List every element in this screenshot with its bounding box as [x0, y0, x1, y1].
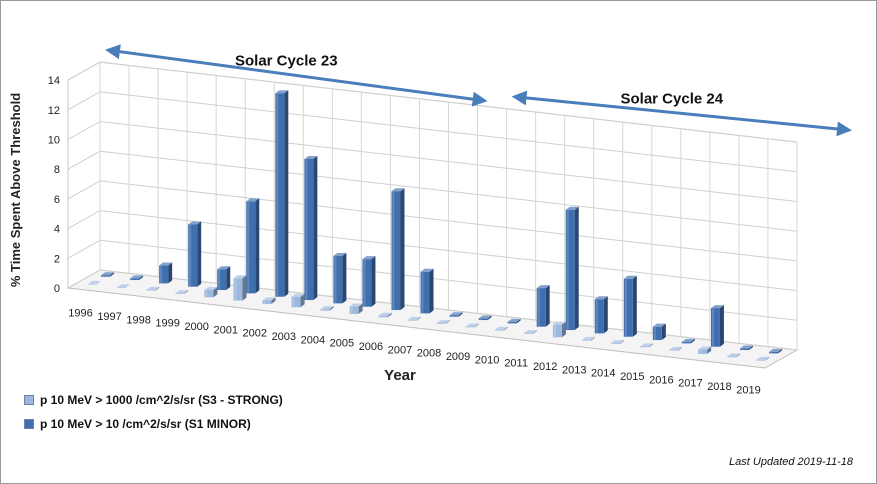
bar-s3-2017 [698, 346, 712, 354]
x-tick-label: 2017 [678, 378, 702, 390]
x-tick-label: 2005 [330, 338, 354, 350]
bar-s3-2007 [407, 316, 421, 321]
x-tick-label: 2003 [272, 331, 296, 343]
legend-swatch-s3 [24, 395, 34, 405]
legend-item-s3: p 10 MeV > 1000 /cm^2/s/sr (S3 - STRONG) [24, 388, 283, 412]
x-tick-label: 2010 [475, 354, 499, 366]
bar-s1-2002 [275, 90, 289, 297]
bar-s3-2019 [756, 356, 770, 361]
legend-item-s1: p 10 MeV > 10 /cm^2/s/sr (S1 MINOR) [24, 412, 283, 436]
y-tick-label: 2 [54, 253, 60, 265]
x-tick-label: 2006 [359, 341, 383, 353]
bar-s1-1998 [159, 262, 173, 284]
bar-s3-2005 [349, 303, 363, 314]
x-tick-label: 2002 [243, 328, 267, 340]
bar-s1-2017 [710, 305, 724, 347]
y-axis-title: % Time Spent Above Threshold [8, 93, 23, 287]
bar-s1-2007 [420, 268, 434, 314]
bar-s1-2009 [478, 315, 492, 321]
x-tick-label: 2014 [591, 368, 615, 380]
bar-s1-1999 [188, 221, 202, 287]
x-tick-label: 2013 [562, 364, 586, 376]
x-tick-label: 2018 [707, 381, 731, 393]
legend-swatch-s1 [24, 419, 34, 429]
bar-s1-1996 [101, 272, 115, 277]
bar-s1-2019 [769, 348, 783, 354]
x-tick-label: 1998 [126, 314, 150, 326]
cycle-arrows: Solar Cycle 23 Solar Cycle 24 [105, 44, 852, 137]
bar-s3-2004 [320, 306, 334, 311]
bar-s1-2006 [391, 188, 405, 311]
y-tick-label: 10 [48, 135, 60, 147]
bar-s3-1996 [88, 280, 102, 285]
x-tick-label: 2007 [388, 344, 412, 356]
y-tick-label: 14 [48, 75, 60, 87]
legend: p 10 MeV > 1000 /cm^2/s/sr (S3 - STRONG)… [24, 388, 283, 436]
bar-s1-2018 [739, 345, 753, 351]
bar-s3-2008 [436, 320, 450, 324]
x-tick-label: 2008 [417, 348, 441, 360]
x-tick-label: 2001 [213, 324, 237, 336]
bar-s3-2011 [523, 330, 537, 334]
side-wall [67, 61, 101, 289]
legend-label-s1: p 10 MeV > 10 /cm^2/s/sr (S1 MINOR) [40, 417, 251, 431]
x-tick-label: 2016 [649, 374, 673, 386]
x-tick-label: 2019 [736, 384, 760, 396]
bar-s3-2016 [669, 346, 683, 351]
bar-s3-2015 [640, 343, 654, 348]
x-tick-label: 1999 [155, 318, 179, 330]
bar-s3-2006 [378, 312, 392, 318]
legend-label-s3: p 10 MeV > 1000 /cm^2/s/sr (S3 - STRONG) [40, 393, 283, 407]
bar-s3-1998 [146, 286, 160, 291]
x-tick-label: 2015 [620, 371, 644, 383]
last-updated-note: Last Updated 2019-11-18 [729, 456, 853, 468]
cycle-arrow-24 [511, 90, 852, 137]
bar-s3-2001 [233, 275, 247, 301]
bar-s3-1997 [117, 284, 131, 288]
cycle-arrow-23 [105, 44, 488, 107]
bar-s1-2011 [536, 285, 550, 327]
bar-s1-2014 [623, 275, 637, 337]
bar-s1-2001 [246, 198, 260, 294]
bar-s1-2000 [217, 266, 231, 291]
bar-s1-2004 [333, 252, 347, 304]
bar-s3-2014 [611, 340, 625, 344]
bar-s1-1997 [130, 275, 144, 281]
bar-s1-2003 [304, 155, 318, 301]
y-tick-label: 12 [48, 105, 60, 117]
bar-s3-2012 [552, 321, 566, 338]
bar-s3-2000 [204, 286, 218, 298]
y-tick-label: 0 [54, 283, 60, 295]
bar-s3-2002 [262, 297, 276, 304]
bars-layer [88, 90, 783, 361]
labels-layer: 0 2 4 6 8 10 12 14 1996 1997 1998 1999 2000 2001 2002 2… [48, 75, 761, 396]
x-tick-label: 2012 [533, 361, 557, 373]
bar-s1-2013 [594, 296, 608, 334]
bar-s3-2003 [291, 293, 305, 308]
bar-s3-2013 [581, 336, 595, 341]
y-tick-label: 6 [54, 194, 60, 206]
cycle-label-23: Solar Cycle 23 [235, 52, 338, 69]
x-tick-label: 2011 [504, 358, 528, 370]
bar-s1-2010 [507, 318, 521, 324]
cycle-label-24: Solar Cycle 24 [621, 90, 724, 107]
bar-s3-2010 [494, 326, 508, 331]
bar-s1-2016 [681, 338, 695, 344]
y-tick-label: 4 [54, 224, 60, 236]
x-tick-label: 1997 [97, 311, 121, 323]
bar-s3-2009 [465, 323, 479, 328]
bar-s1-2015 [652, 323, 666, 341]
x-axis-title: Year [384, 367, 416, 384]
x-tick-label: 2000 [184, 321, 208, 333]
bar-s1-2012 [565, 206, 579, 331]
y-tick-label: 8 [54, 164, 60, 176]
bar-s1-2005 [362, 256, 376, 307]
bar-s3-1999 [175, 290, 189, 294]
bar-s3-2018 [727, 353, 741, 358]
bar-s1-2008 [449, 312, 463, 317]
x-tick-label: 1996 [68, 308, 92, 320]
x-tick-label: 2009 [446, 351, 470, 363]
x-tick-label: 2004 [301, 334, 325, 346]
